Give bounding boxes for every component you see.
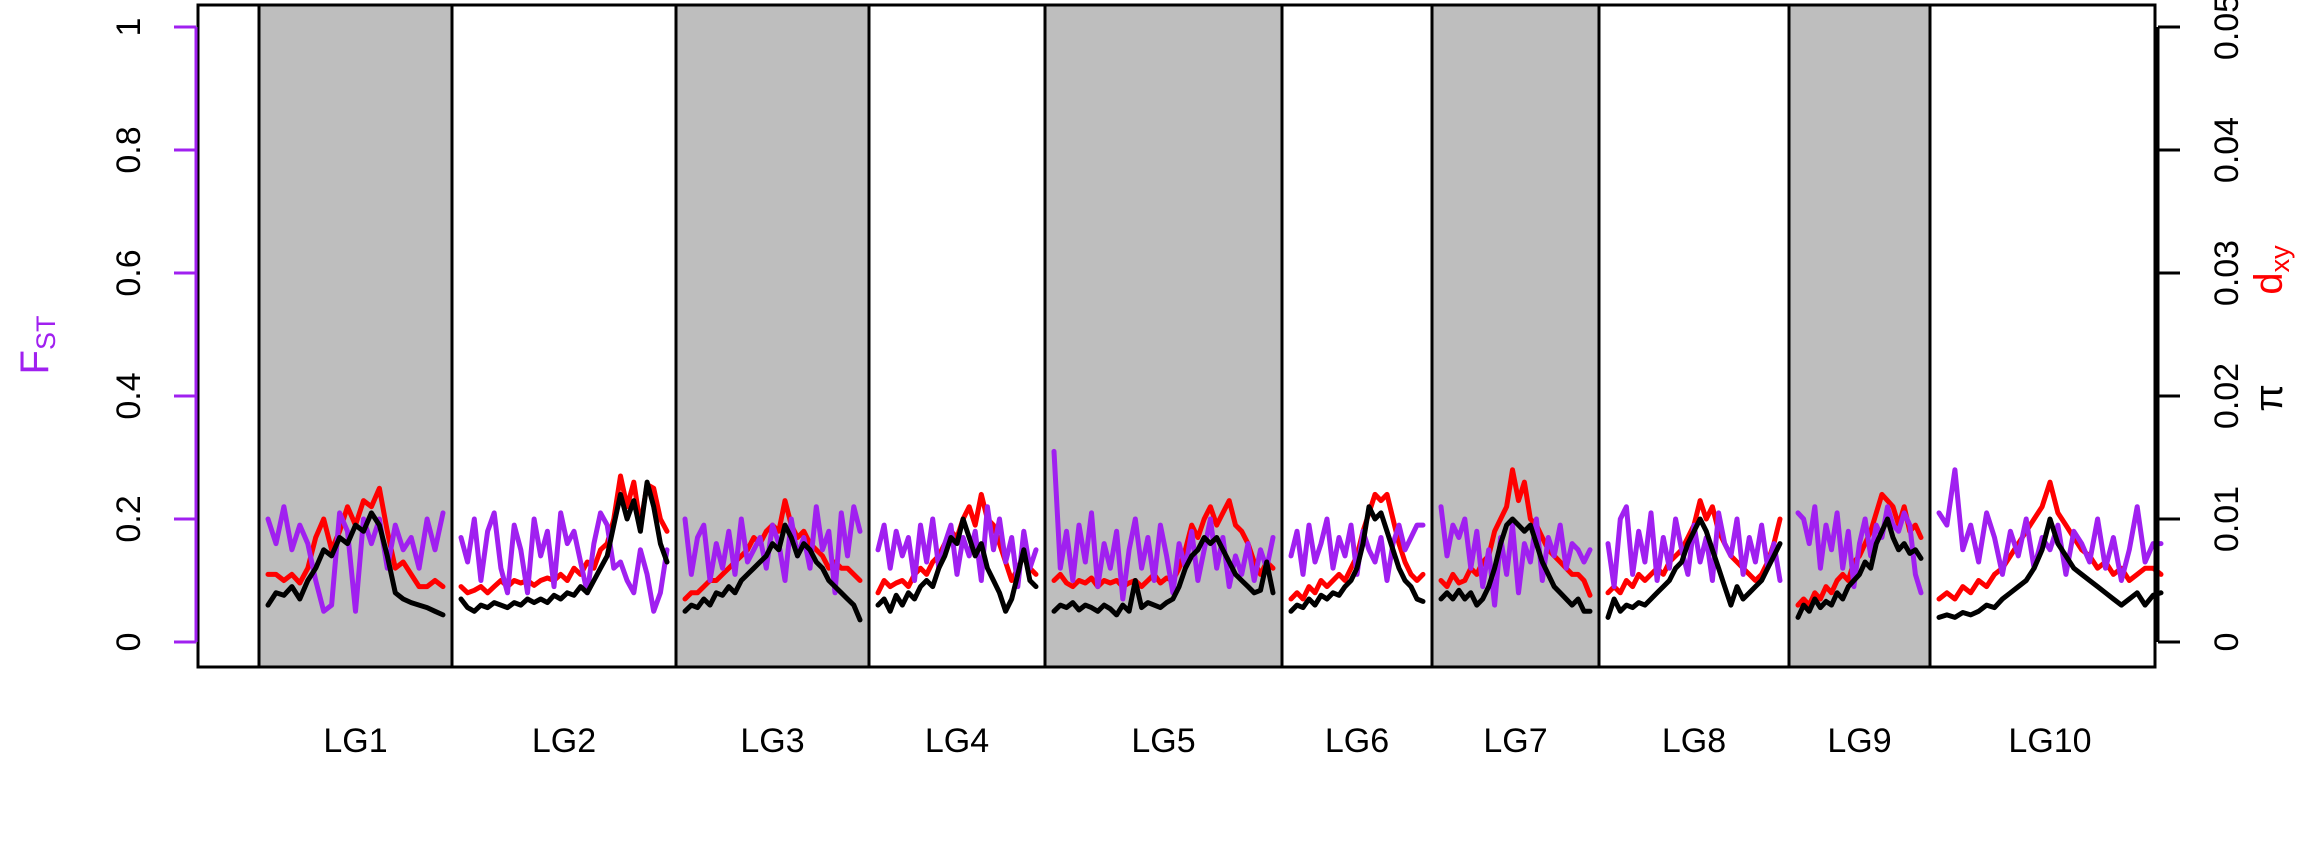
fst-line-lg5 <box>1051 448 1276 602</box>
lg-label-5: LG5 <box>1131 722 1195 760</box>
fst-line-lg2 <box>458 510 670 614</box>
lg-band-8 <box>1597 3 1791 669</box>
fst-line-lg4 <box>875 504 1039 590</box>
left-tick-label: 1 <box>110 18 148 37</box>
dxy-axis-title: dxy <box>2247 245 2295 295</box>
lg-label-4: LG4 <box>925 722 989 760</box>
right-tick-label: 0.05 <box>2208 0 2246 60</box>
left-tick-label: 0.6 <box>110 249 148 296</box>
pi-line-lg10 <box>1936 516 2164 620</box>
dxy-title-sub: xy <box>2265 245 2295 273</box>
series-lines <box>265 448 2164 623</box>
pi-axis-title: π <box>2247 384 2291 412</box>
pi-line-lg9 <box>1795 516 1924 620</box>
fst-line-lg9 <box>1795 504 1924 596</box>
pi-line-lg4 <box>875 516 1039 614</box>
right-tick-label: 0.04 <box>2208 117 2246 183</box>
pi-line-lg2 <box>458 479 670 614</box>
pi-line-lg1 <box>265 510 446 618</box>
pi-line-lg5 <box>1051 535 1276 618</box>
lg-band-1 <box>257 3 454 669</box>
lg-band-2 <box>450 3 678 669</box>
dxy-title-main: d <box>2247 272 2291 294</box>
left-y-axis: 0 0.2 0.4 0.6 0.8 1 <box>110 18 198 652</box>
left-tick-label: 0.4 <box>110 372 148 419</box>
pi-line-lg6 <box>1288 504 1426 614</box>
fst-line-lg10 <box>1936 467 2164 583</box>
lg-band-9 <box>1787 3 1932 669</box>
pi-line-lg7 <box>1438 516 1593 614</box>
fst-line-lg1 <box>265 504 446 614</box>
pi-line-lg8 <box>1605 516 1783 620</box>
fst-title-main: F <box>13 350 57 374</box>
left-tick-label: 0.8 <box>110 126 148 173</box>
fst-axis-title: FST <box>13 316 61 375</box>
lg-label-1: LG1 <box>323 722 387 760</box>
right-tick-label: 0 <box>2208 633 2246 652</box>
right-tick-label: 0.01 <box>2208 486 2246 552</box>
left-tick-label: 0 <box>110 633 148 652</box>
right-tick-label: 0.03 <box>2208 240 2246 306</box>
fst-line-lg3 <box>682 504 863 596</box>
x-axis-lg-labels: LG1 LG2 LG3 LG4 LG5 LG6 LG7 LG8 LG9 LG10 <box>323 722 2091 760</box>
lg-label-9: LG9 <box>1827 722 1891 760</box>
lg-band-5 <box>1043 3 1284 669</box>
left-tick-label: 0.2 <box>110 495 148 542</box>
right-tick-label: 0.02 <box>2208 363 2246 429</box>
lg-label-6: LG6 <box>1325 722 1389 760</box>
plot-frame <box>196 3 2157 669</box>
fst-line-lg7 <box>1438 504 1593 608</box>
dxy-line-lg5 <box>1051 498 1276 590</box>
fst-title-sub: ST <box>31 316 61 351</box>
lg-label-8: LG8 <box>1662 722 1726 760</box>
fst-line-lg6 <box>1288 516 1426 583</box>
dxy-line-lg2 <box>458 473 670 596</box>
right-y-axis: 0 0.01 0.02 0.03 0.04 0.05 <box>2156 0 2246 652</box>
pi-line-lg3 <box>682 522 863 623</box>
lg-label-2: LG2 <box>532 722 596 760</box>
lg-label-10: LG10 <box>2008 722 2091 760</box>
lg-label-3: LG3 <box>740 722 804 760</box>
linkage-group-bands <box>257 3 2157 669</box>
fst-line-lg8 <box>1605 504 1783 590</box>
lg-label-7: LG7 <box>1483 722 1547 760</box>
